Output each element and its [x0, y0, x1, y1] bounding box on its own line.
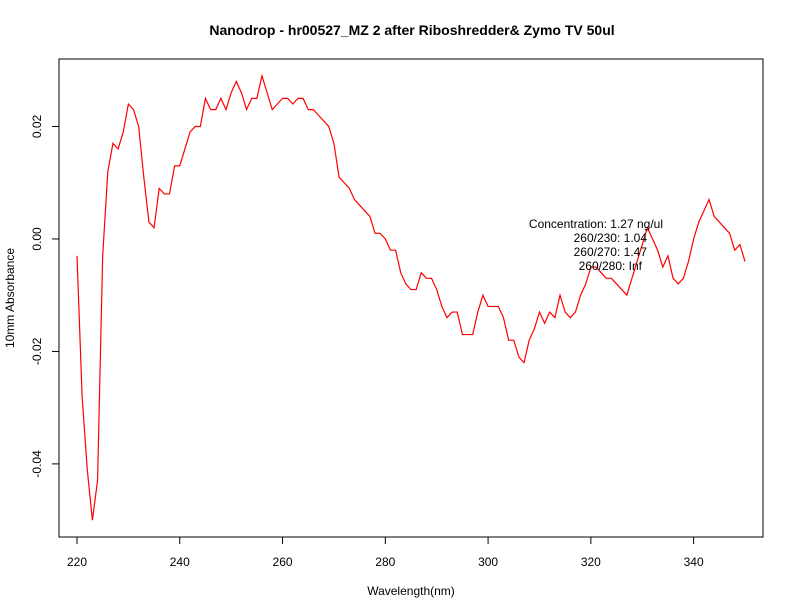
absorbance-series-line: [76, 73, 746, 521]
x-tick-label: 240: [170, 555, 190, 569]
x-axis: 220 240 260 280 300 320 340: [67, 536, 704, 569]
y-tick-label: 0.00: [30, 227, 44, 251]
x-tick-label: 320: [581, 555, 601, 569]
annotation-line: 260/230: 1.04: [574, 231, 648, 245]
x-tick-label: 280: [375, 555, 395, 569]
x-tick-label: 220: [67, 555, 87, 569]
y-axis-label: 10mm Absorbance: [3, 248, 17, 348]
y-axis: -0.04 -0.02 0.00 0.02: [30, 114, 60, 478]
x-axis-label: Wavelength(nm): [367, 584, 455, 598]
y-tick-label: -0.04: [30, 450, 44, 478]
annotation-line: 260/280: Inf: [579, 259, 643, 273]
chart-title: Nanodrop - hr00527_MZ 2 after Riboshredd…: [209, 22, 614, 38]
plot-frame: [58, 58, 764, 538]
x-tick-label: 300: [478, 555, 498, 569]
y-tick-label: -0.02: [30, 337, 44, 365]
annotation-line: Concentration: 1.27 ng/ul: [529, 217, 663, 231]
x-tick-label: 260: [273, 555, 293, 569]
y-tick-label: 0.02: [30, 114, 44, 138]
x-tick-label: 340: [684, 555, 704, 569]
annotation-line: 260/270: 1.47: [574, 245, 648, 259]
